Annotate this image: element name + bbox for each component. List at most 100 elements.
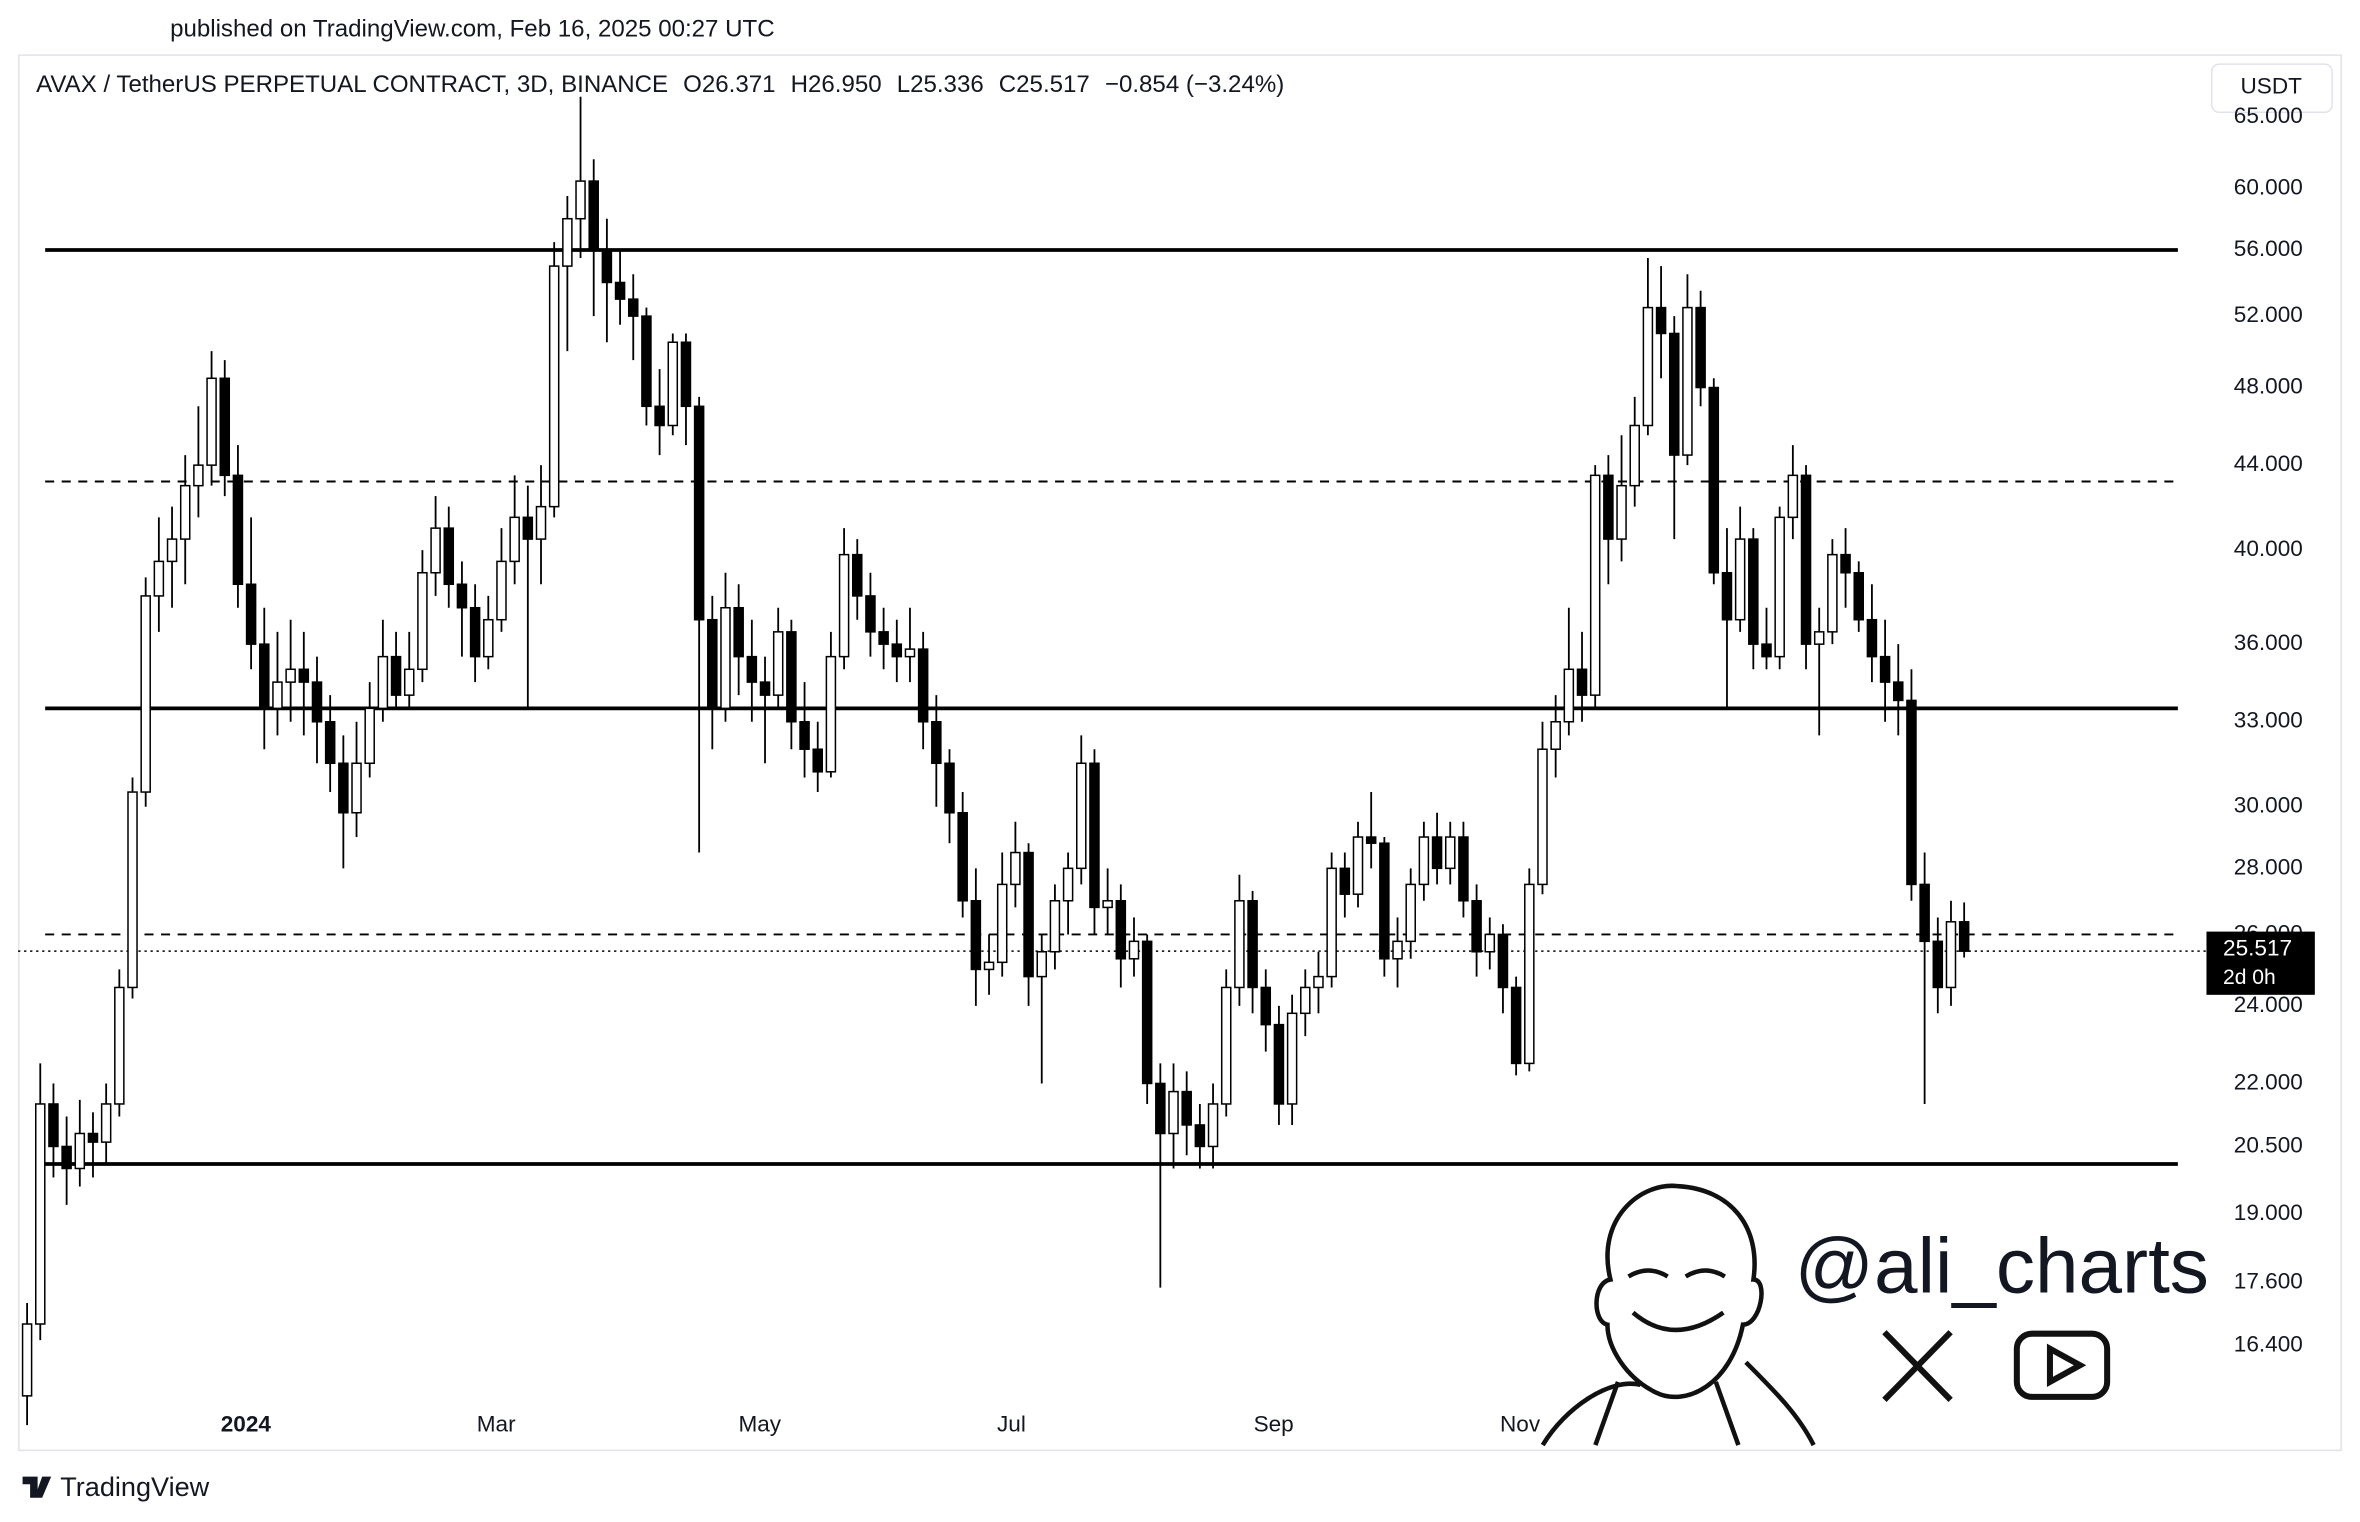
candle-body — [1062, 867, 1074, 902]
candle-body — [1682, 306, 1693, 456]
candle-body — [193, 464, 204, 487]
candle-body — [1576, 668, 1588, 696]
candle-body — [1181, 1090, 1192, 1126]
candle-body — [166, 538, 178, 563]
candle-body — [1023, 851, 1034, 978]
candle-body — [667, 341, 679, 427]
symbol-legend: AVAX / TetherUS PERPETUAL CONTRACT, 3D, … — [36, 71, 1284, 98]
candle-body — [996, 883, 1008, 964]
candle-body — [641, 315, 652, 408]
candle-body — [1827, 553, 1838, 633]
legend-item: O26.371 — [683, 71, 775, 98]
x-tick-label: Sep — [1254, 1411, 1294, 1436]
candle-body — [1787, 474, 1799, 519]
candle-body — [1458, 836, 1469, 902]
candle-body — [364, 707, 375, 765]
countdown-label: 2d 0h — [2223, 966, 2276, 989]
brand-logo — [22, 1476, 52, 1498]
candle-body — [1431, 836, 1443, 870]
candle-body — [403, 668, 415, 696]
candle-body — [496, 560, 507, 621]
candle-body — [298, 668, 310, 683]
candle-body — [1313, 975, 1324, 989]
candle-body — [707, 618, 718, 710]
candle-body — [1734, 538, 1746, 621]
y-tick-label: 22.000 — [2234, 1069, 2303, 1094]
candle-body — [851, 553, 863, 597]
candle-body — [443, 527, 455, 586]
candle-body — [483, 618, 494, 658]
candle-body — [1168, 1090, 1179, 1135]
candle-body — [1879, 655, 1891, 683]
candle-body — [1352, 836, 1364, 895]
candle-body — [1761, 643, 1772, 658]
x-tick-label: May — [738, 1411, 781, 1436]
candle-body — [153, 560, 165, 597]
candle-body — [970, 900, 982, 971]
candle-body — [1155, 1082, 1166, 1135]
candle-body — [48, 1103, 59, 1148]
candle-body — [917, 648, 929, 723]
candle-body — [1616, 484, 1627, 540]
x-tick-label: Mar — [477, 1411, 516, 1436]
x-tick-label: Nov — [1500, 1411, 1541, 1436]
y-tick-label: 33.000 — [2234, 708, 2303, 733]
candle-body — [1550, 721, 1561, 750]
candle-body — [390, 655, 402, 696]
candle-body — [931, 721, 942, 765]
candle-body — [232, 474, 244, 586]
y-tick-label: 44.000 — [2234, 451, 2303, 476]
candle-body — [74, 1132, 86, 1170]
candle-body — [114, 986, 125, 1105]
candle-body — [1932, 940, 1944, 989]
candle-body — [1444, 836, 1456, 870]
y-tick-label: 40.000 — [2234, 536, 2303, 561]
candle-body — [1326, 867, 1337, 978]
candle-body — [772, 631, 784, 696]
candle-body — [1247, 900, 1258, 989]
candle-body — [1919, 883, 1930, 943]
candle-body — [904, 648, 916, 658]
y-tick-label: 52.000 — [2234, 302, 2303, 327]
candle-body — [1220, 986, 1232, 1105]
candle-body — [272, 681, 283, 710]
candle-body — [1655, 306, 1667, 335]
candle-body — [377, 655, 389, 710]
candle-body — [1708, 386, 1720, 574]
legend-item: L25.336 — [897, 71, 984, 98]
candle-body — [1141, 940, 1153, 1085]
candle-body — [1668, 332, 1680, 456]
candle-body — [1958, 921, 1970, 952]
candle-body — [1339, 867, 1351, 895]
candle-body — [1194, 1124, 1206, 1148]
candle-body — [878, 631, 889, 645]
y-tick-label: 16.400 — [2234, 1331, 2303, 1356]
candle-body — [1049, 900, 1061, 953]
candle-body — [1089, 762, 1100, 909]
y-tick-label: 36.000 — [2234, 630, 2303, 655]
candle-body — [548, 265, 560, 508]
candle-body — [759, 681, 771, 696]
candle-body — [693, 405, 705, 621]
candle-body — [825, 655, 837, 773]
candle-body — [430, 527, 441, 574]
x-tick-label: 2024 — [221, 1411, 272, 1436]
candle-body — [1840, 553, 1851, 574]
candle-body — [562, 217, 573, 267]
candle-body — [1379, 842, 1390, 960]
legend-item: C25.517 — [999, 71, 1090, 98]
watermark-handle: @ali_charts — [1795, 1222, 2209, 1310]
candle-body — [535, 505, 547, 540]
candle-body — [259, 643, 270, 710]
candle-body — [957, 812, 968, 902]
candle-body — [417, 572, 428, 671]
candle-body — [1945, 921, 1957, 989]
candle-body — [509, 516, 520, 563]
candle-body — [469, 606, 481, 658]
legend-item: AVAX / TetherUS PERPETUAL CONTRACT, 3D, … — [36, 71, 668, 98]
candle-body — [1603, 474, 1614, 540]
candle-body — [87, 1132, 99, 1143]
candle-body — [1115, 900, 1127, 960]
candle-body — [351, 762, 362, 814]
candle-body — [1524, 883, 1535, 1065]
